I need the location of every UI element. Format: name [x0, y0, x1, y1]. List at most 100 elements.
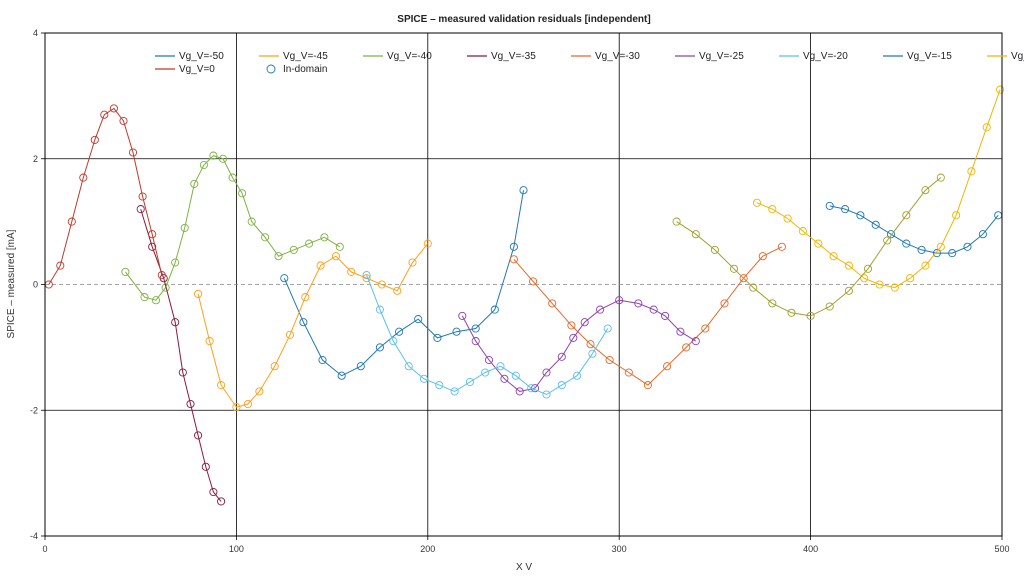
- legend-item: Vg_V=-15: [883, 51, 952, 62]
- legend-label: Vg_V=-45: [283, 51, 328, 62]
- data-point: [375, 305, 384, 314]
- data-point: [752, 198, 762, 207]
- series-vg-v-15: [825, 201, 1003, 258]
- data-point: [978, 230, 987, 239]
- series-vg-v-35: [136, 205, 226, 506]
- data-point: [362, 271, 371, 280]
- series-line: [366, 274, 609, 396]
- data-point: [243, 399, 252, 409]
- data-point: [841, 205, 850, 214]
- data-point: [588, 349, 597, 358]
- data-point: [209, 487, 218, 497]
- data-point: [596, 305, 605, 314]
- data-point: [209, 151, 218, 160]
- data-point: [948, 249, 957, 258]
- data-point: [423, 239, 432, 248]
- legend-label: Vg_V=-15: [907, 51, 952, 62]
- data-point: [542, 368, 551, 377]
- data-point: [90, 135, 99, 144]
- series-line: [283, 190, 524, 377]
- data-point: [603, 324, 612, 333]
- x-tick-label: 200: [420, 544, 435, 554]
- legend-item: In-domain: [266, 64, 327, 75]
- series-vg-v-5: [672, 173, 945, 320]
- data-point: [573, 371, 582, 380]
- legend-item: Vg_V=-35: [467, 51, 536, 62]
- data-point: [270, 362, 279, 371]
- data-point: [217, 381, 226, 390]
- y-tick-label: 0: [33, 280, 38, 290]
- data-point: [148, 242, 157, 251]
- data-point: [806, 311, 815, 320]
- data-point: [458, 311, 467, 320]
- legend-item: Vg_V=-40: [363, 51, 432, 62]
- data-point: [100, 110, 109, 119]
- data-point: [814, 239, 823, 248]
- data-point: [347, 267, 356, 276]
- data-point: [140, 293, 149, 302]
- series-line: [461, 299, 697, 392]
- data-point: [529, 277, 538, 286]
- data-point: [783, 214, 792, 223]
- data-point: [996, 85, 1005, 94]
- data-point: [238, 189, 247, 198]
- data-point: [906, 274, 915, 283]
- data-point: [825, 201, 834, 210]
- data-point: [542, 390, 551, 399]
- data-point: [490, 305, 499, 314]
- data-point: [515, 387, 524, 396]
- data-point: [255, 387, 264, 396]
- series-line: [756, 89, 1001, 289]
- data-point: [886, 230, 896, 239]
- data-point: [190, 179, 199, 188]
- legend-label: Vg_V=-25: [699, 51, 744, 62]
- y-tick-label: 2: [33, 154, 38, 164]
- data-point: [194, 431, 203, 440]
- data-point: [963, 242, 972, 251]
- data-point: [967, 167, 976, 176]
- data-point: [511, 371, 520, 380]
- data-point: [982, 123, 991, 132]
- data-point: [128, 148, 138, 157]
- data-point: [519, 186, 528, 195]
- data-point: [557, 381, 566, 390]
- data-point: [414, 315, 423, 324]
- data-point: [171, 258, 180, 267]
- data-point: [194, 289, 203, 298]
- data-point: [952, 211, 961, 220]
- data-point: [634, 299, 643, 308]
- data-point: [201, 462, 210, 471]
- data-point: [496, 362, 505, 371]
- data-point: [676, 327, 685, 336]
- data-point: [389, 337, 398, 346]
- x-tick-label: 100: [229, 544, 244, 554]
- x-tick-label: 500: [994, 544, 1009, 554]
- y-tick-label: 4: [33, 28, 38, 38]
- data-point: [777, 242, 786, 251]
- data-point: [921, 261, 930, 270]
- data-point: [902, 211, 911, 220]
- data-point: [450, 387, 459, 396]
- data-point: [247, 217, 256, 226]
- data-point: [171, 318, 180, 327]
- data-point: [605, 355, 614, 365]
- data-point: [121, 267, 130, 276]
- data-point: [419, 374, 429, 383]
- y-axis-label: SPICE – measured [mA]: [6, 229, 17, 338]
- data-point: [586, 340, 595, 349]
- data-point: [825, 302, 834, 311]
- data-point: [871, 220, 880, 229]
- data-point: [758, 252, 767, 261]
- data-point: [509, 255, 518, 264]
- data-point: [863, 264, 873, 273]
- data-point: [883, 236, 892, 245]
- series-line: [125, 155, 341, 301]
- data-point: [217, 497, 226, 506]
- data-point: [829, 252, 838, 261]
- data-point: [320, 233, 329, 242]
- data-point: [768, 299, 777, 308]
- legend-item: Vg_V=-45: [259, 51, 328, 62]
- data-point: [672, 217, 681, 226]
- data-point: [433, 333, 442, 342]
